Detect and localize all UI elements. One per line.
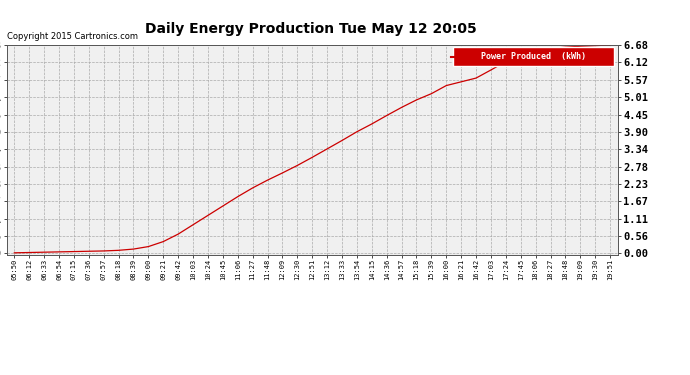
Text: Daily Energy Production Tue May 12 20:05: Daily Energy Production Tue May 12 20:05 [145, 22, 476, 36]
Text: Copyright 2015 Cartronics.com: Copyright 2015 Cartronics.com [7, 32, 138, 41]
FancyBboxPatch shape [453, 47, 615, 66]
Text: Power Produced  (kWh): Power Produced (kWh) [481, 52, 586, 61]
